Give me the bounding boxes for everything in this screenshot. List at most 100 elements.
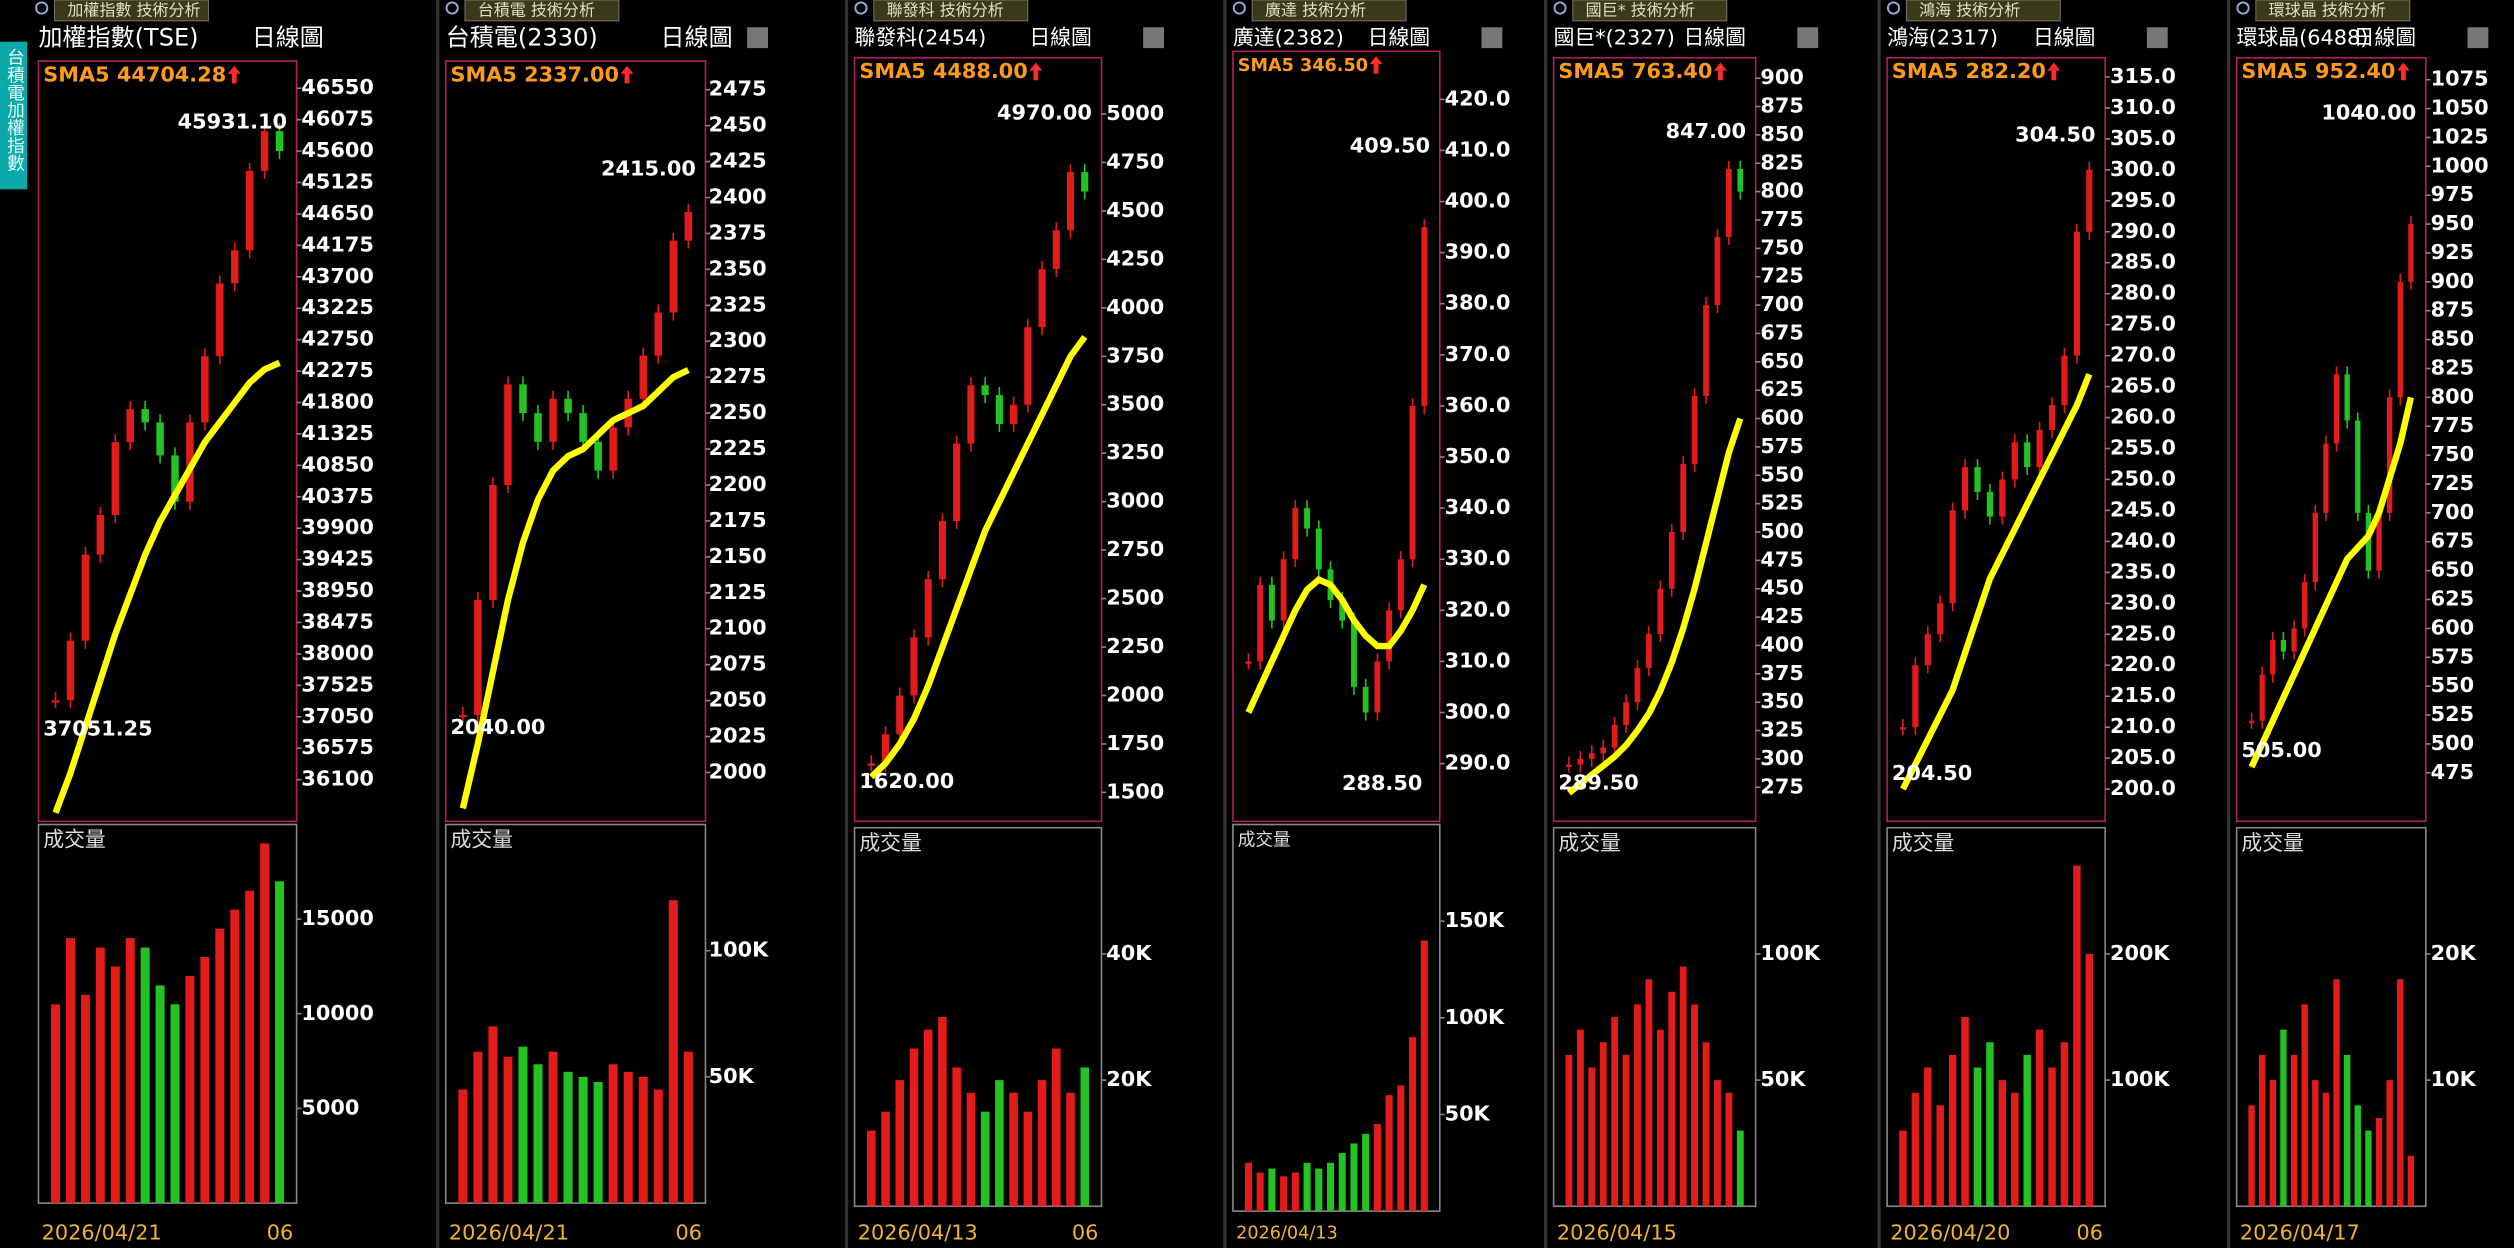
price-tick-label: 38000: [301, 641, 373, 665]
price-tick-label: 280.0: [2110, 281, 2176, 305]
volume-tick-label: 5000: [301, 1095, 359, 1119]
price-tick-label: 650: [1760, 349, 1803, 373]
period-dropdown[interactable]: [2146, 27, 2168, 49]
zoom-icon[interactable]: [1232, 1, 1246, 15]
price-tick-label: 900: [1760, 65, 1803, 89]
price-tick-label: 200.0: [2110, 776, 2176, 800]
price-tick-label: 2000: [1106, 682, 1164, 706]
price-tick-label: 650: [2431, 558, 2474, 582]
price-tick-label: 310.0: [1445, 648, 1511, 672]
volume-bar: [1280, 1176, 1288, 1212]
zoom-icon[interactable]: [1553, 1, 1567, 15]
volume-bar: [260, 843, 270, 1204]
price-tick-label: 38475: [301, 609, 373, 633]
candle-body: [1691, 395, 1698, 464]
price-tick-label: 2050: [709, 688, 767, 712]
price-tick-label: 37525: [301, 672, 373, 696]
header-tab: [54, 0, 209, 22]
price-tick-label: 675: [1760, 320, 1803, 344]
volume-bar: [2354, 1105, 2361, 1207]
candle-body: [564, 398, 572, 414]
volume-bar: [593, 1081, 603, 1204]
zoom-icon[interactable]: [35, 1, 49, 15]
volume-bar: [1268, 1168, 1276, 1212]
price-tick-label: 3500: [1106, 392, 1164, 416]
candle-body: [2386, 397, 2393, 513]
period-dropdown[interactable]: [1481, 27, 1503, 49]
volume-bar: [2060, 1042, 2069, 1207]
price-tick-label: 2175: [709, 508, 767, 532]
zoom-icon[interactable]: [2236, 1, 2250, 15]
header-tab: [873, 0, 1029, 22]
candle-body: [2312, 512, 2318, 583]
volume-tick-label: 10K: [2431, 1067, 2477, 1091]
candle-body: [126, 409, 134, 443]
price-tick-label: 255.0: [2110, 436, 2176, 460]
sidebar-label[interactable]: 台積電加權指數: [4, 48, 24, 172]
price-tick-label: 575: [1760, 434, 1803, 458]
candle-body: [2248, 720, 2255, 724]
price-tick-label: 875: [1760, 94, 1803, 118]
up-arrow: [620, 65, 634, 84]
price-tick-label: 500: [2431, 731, 2474, 755]
panel-title: 聯發科(2454): [855, 25, 987, 49]
candle-body: [81, 554, 90, 641]
price-tick-label: 2225: [709, 436, 767, 460]
price-frame: [1886, 56, 2106, 823]
zoom-icon[interactable]: [1886, 1, 1901, 15]
sma-label: SMA5 952.40: [2241, 59, 2395, 83]
high-label: 304.50: [2015, 123, 2095, 147]
candle-body: [2376, 512, 2382, 571]
candle-body: [1703, 305, 1709, 396]
period-dropdown[interactable]: [1143, 27, 1165, 49]
period-dropdown[interactable]: [2467, 27, 2489, 49]
candle-body: [2048, 405, 2056, 430]
price-tick-label: 475: [1760, 547, 1803, 571]
period-dropdown[interactable]: [747, 27, 768, 49]
candle-body: [995, 395, 1003, 425]
candle-body: [2333, 374, 2340, 444]
price-tick-label: 285.0: [2110, 250, 2176, 274]
price-tick-label: 2500: [1106, 586, 1164, 610]
candle-body: [260, 131, 269, 171]
volume-bar: [230, 909, 240, 1204]
price-frame: [37, 60, 298, 823]
candle-body: [953, 443, 961, 522]
sma-label: SMA5 4488.00: [859, 59, 1027, 83]
price-frame: [1232, 50, 1441, 823]
volume-tick-label: 50K: [709, 1064, 755, 1088]
volume-bar: [2085, 953, 2094, 1207]
up-arrow: [1029, 62, 1043, 81]
high-label: 1040.00: [2321, 101, 2416, 125]
volume-bar: [200, 957, 210, 1204]
price-frame: [1552, 56, 1757, 823]
zoom-icon[interactable]: [445, 1, 459, 15]
price-tick-label: 800: [1760, 179, 1803, 203]
price-tick-label: 825: [2431, 355, 2474, 379]
volume-bar: [155, 985, 165, 1204]
volume-frame: [444, 823, 707, 1204]
candle-body: [1577, 758, 1584, 765]
volume-bar: [2386, 1080, 2393, 1207]
price-tick-label: 42275: [301, 358, 373, 382]
price-frame: [444, 60, 707, 823]
candle-body: [186, 422, 194, 502]
period-label: 日線圖: [1683, 25, 1745, 49]
volume-bar: [1397, 1085, 1405, 1212]
volume-bar: [548, 1051, 558, 1204]
volume-bar: [1645, 979, 1653, 1207]
start-date: 2026/04/21: [449, 1221, 569, 1245]
volume-bar: [1986, 1042, 1994, 1207]
candle-body: [504, 384, 512, 485]
volume-label: 成交量: [43, 828, 105, 852]
zoom-icon[interactable]: [854, 1, 868, 15]
volume-bar: [995, 1080, 1004, 1207]
sidebar-tab[interactable]: [0, 41, 28, 190]
price-tick-label: 38950: [301, 578, 373, 602]
period-dropdown[interactable]: [1797, 27, 1819, 49]
price-frame: [853, 56, 1103, 823]
candle-body: [669, 240, 678, 313]
low-label: 204.50: [1892, 761, 1972, 785]
volume-bar: [1668, 991, 1676, 1207]
